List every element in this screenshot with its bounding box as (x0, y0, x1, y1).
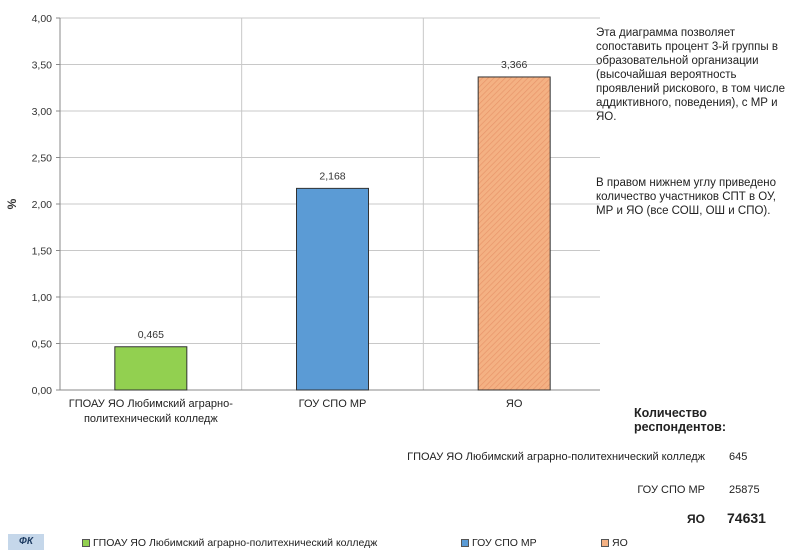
data-label: 3,366 (501, 59, 527, 71)
y-tick-label: 3,50 (32, 60, 53, 72)
y-axis-label: % (5, 198, 19, 209)
category-label: политехнический колледж (84, 413, 218, 425)
respondents-description-note: В правом нижнем углу приведено количеств… (596, 177, 777, 217)
legend-swatch-yao (601, 539, 609, 547)
respondents-title: Количество респондентов: (634, 406, 726, 434)
respondent-count-college: 645 (729, 451, 748, 463)
respondent-count-mr: 25875 (729, 484, 760, 496)
y-tick-label: 0,00 (32, 385, 53, 397)
legend-label-yao: ЯО (612, 537, 628, 549)
chart-description-note: Эта диаграмма позволяет сопоставить проц… (596, 27, 786, 123)
bar-chart: 0,00 0,50 1,00 1,50 2,00 2,50 3,00 3,50 4,00% 0,4… (5, 13, 600, 425)
legend-swatch-mr (461, 539, 469, 547)
legend-label-mr: ГОУ СПО МР (472, 537, 537, 549)
respondent-name-yao: ЯО (687, 512, 705, 526)
legend-item-mr: ГОУ СПО МР (461, 537, 537, 549)
data-label: 2,168 (319, 170, 345, 182)
badge-logo: ФК (8, 534, 44, 550)
data-label: 0,465 (138, 329, 164, 341)
y-tick-label: 1,50 (32, 246, 53, 258)
category-label: ГОУ СПО МР (299, 398, 367, 410)
respondent-name-mr: ГОУ СПО МР (637, 484, 705, 496)
y-tick-label: 0,50 (32, 339, 53, 351)
bar (114, 346, 188, 391)
legend-item-yao: ЯО (601, 537, 628, 549)
legend-label-college: ГПОАУ ЯО Любимский аграрно-политехническ… (93, 537, 378, 549)
legend-swatch-college (82, 539, 90, 547)
respondent-count-yao: 74631 (727, 510, 766, 526)
category-label: ЯО (506, 398, 523, 410)
y-tick-label: 1,00 (32, 292, 53, 304)
y-tick-label: 4,00 (32, 13, 53, 25)
y-tick-label: 2,00 (32, 199, 53, 211)
y-tick-label: 3,00 (32, 106, 53, 118)
respondent-name-college: ГПОАУ ЯО Любимский аграрно-политехническ… (407, 451, 705, 463)
y-tick-label: 2,50 (32, 153, 53, 165)
bar (477, 76, 551, 391)
bar (296, 187, 369, 391)
legend-item-college: ГПОАУ ЯО Любимский аграрно-политехническ… (82, 537, 377, 549)
category-label: ГПОАУ ЯО Любимский аграрно- (69, 398, 233, 410)
